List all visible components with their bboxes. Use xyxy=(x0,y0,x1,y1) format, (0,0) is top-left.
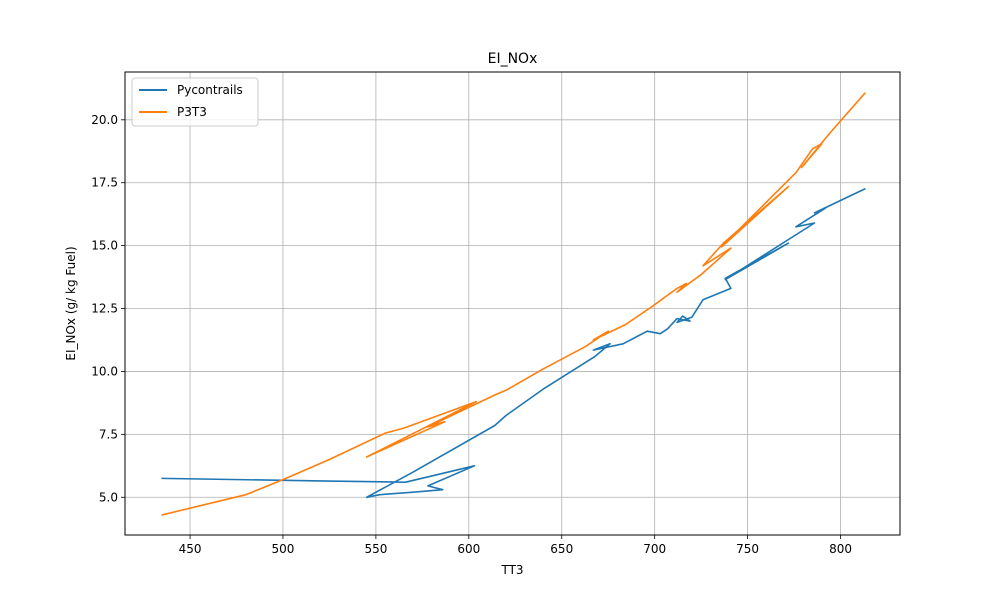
legend: Pycontrails P3T3 xyxy=(131,77,259,127)
plot-area xyxy=(125,72,900,535)
legend-label-p3t3: P3T3 xyxy=(177,105,207,119)
y-tick-label: 17.5 xyxy=(91,176,118,190)
chart-title: EI_NOx xyxy=(488,51,538,67)
grid xyxy=(125,72,900,535)
y-axis-label: EI_NOx (g/ kg Fuel) xyxy=(64,246,78,360)
series-layer xyxy=(161,92,866,516)
x-axis-label: TT3 xyxy=(500,563,523,577)
x-tick-label: 600 xyxy=(457,542,480,556)
x-tick-label: 800 xyxy=(829,542,852,556)
series-line-pycontrails xyxy=(161,187,866,499)
x-tick-label: 750 xyxy=(736,542,759,556)
x-tick-label: 500 xyxy=(272,542,295,556)
y-tick-label: 10.0 xyxy=(91,364,118,378)
y-tick-label: 7.5 xyxy=(99,427,118,441)
legend-label-pycontrails: Pycontrails xyxy=(177,83,243,97)
x-tick-label: 550 xyxy=(364,542,387,556)
plot-frame xyxy=(124,71,901,536)
x-tick-label: 450 xyxy=(179,542,202,556)
y-tick-label: 20.0 xyxy=(91,113,118,127)
series-line-p3t3 xyxy=(161,92,866,516)
y-tick-label: 15.0 xyxy=(91,239,118,253)
y-tick-label: 12.5 xyxy=(91,302,118,316)
ticks: 450 500 550 600 650 700 750 800 5.0 7.5 10.0 12.5 15… xyxy=(91,113,852,556)
y-tick-label: 5.0 xyxy=(99,490,118,504)
x-tick-label: 700 xyxy=(643,542,666,556)
x-tick-label: 650 xyxy=(550,542,573,556)
